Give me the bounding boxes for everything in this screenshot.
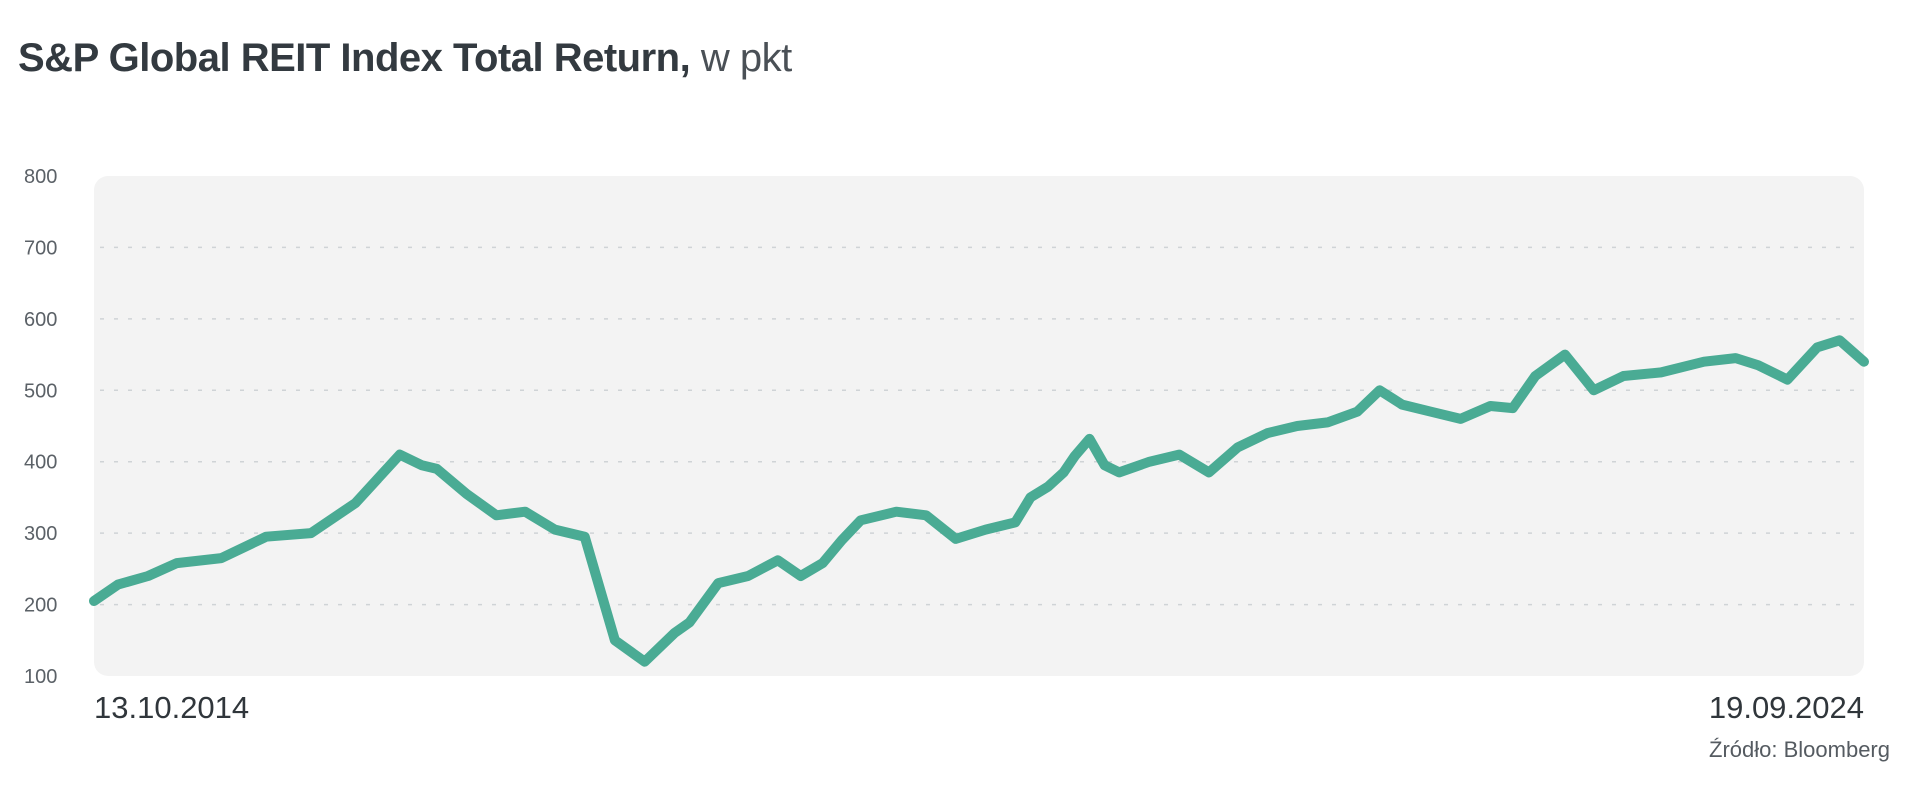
data-point-21 xyxy=(743,571,753,581)
data-point-24 xyxy=(818,558,828,568)
data-point-2 xyxy=(143,571,153,581)
data-point-19 xyxy=(685,617,694,627)
data-point-41 xyxy=(1204,467,1214,477)
data-point-0 xyxy=(89,596,99,606)
chart-title-unit: w pkt xyxy=(700,36,792,80)
data-point-46 xyxy=(1352,407,1362,417)
data-point-10 xyxy=(432,464,442,474)
chart-title-main: S&P Global REIT Index Total Return, xyxy=(18,36,691,80)
data-point-60 xyxy=(1753,360,1763,370)
data-point-53 xyxy=(1530,371,1540,381)
data-point-45 xyxy=(1323,417,1332,427)
data-point-28 xyxy=(921,510,931,520)
data-point-57 xyxy=(1656,367,1666,377)
data-point-51 xyxy=(1485,401,1495,411)
data-point-44 xyxy=(1292,421,1302,431)
y-tick-label-100: 100 xyxy=(24,666,57,688)
data-point-62 xyxy=(1812,342,1822,352)
data-point-36 xyxy=(1085,434,1094,444)
data-point-17 xyxy=(640,657,650,667)
data-point-39 xyxy=(1145,457,1154,467)
data-point-7 xyxy=(350,498,360,508)
chart-title: S&P Global REIT Index Total Return, w pk… xyxy=(18,36,792,81)
data-point-4 xyxy=(216,553,226,563)
data-point-12 xyxy=(491,510,501,520)
data-point-1 xyxy=(113,580,123,590)
data-point-16 xyxy=(610,635,620,645)
data-point-52 xyxy=(1508,403,1518,413)
data-point-64 xyxy=(1859,357,1869,367)
data-point-38 xyxy=(1114,467,1124,477)
data-point-34 xyxy=(1059,467,1069,477)
x-tick-start-date: 13.10.2014 xyxy=(94,690,249,725)
data-point-30 xyxy=(981,525,991,535)
data-point-25 xyxy=(837,535,847,545)
data-point-59 xyxy=(1731,353,1741,363)
data-point-18 xyxy=(669,628,679,638)
data-point-27 xyxy=(891,507,901,517)
data-point-22 xyxy=(773,555,783,565)
data-point-3 xyxy=(172,558,182,568)
data-point-31 xyxy=(1010,517,1020,527)
y-tick-label-500: 500 xyxy=(24,380,57,402)
data-point-35 xyxy=(1070,451,1080,461)
source-note: Źródło: Bloomberg xyxy=(1709,737,1890,762)
data-point-43 xyxy=(1263,428,1272,438)
data-point-6 xyxy=(306,528,316,538)
data-point-33 xyxy=(1043,482,1053,492)
data-point-20 xyxy=(713,578,723,588)
data-point-56 xyxy=(1619,371,1628,381)
data-point-13 xyxy=(520,507,530,517)
data-point-42 xyxy=(1233,442,1243,452)
y-tick-label-700: 700 xyxy=(24,237,57,259)
data-point-11 xyxy=(462,489,472,499)
data-point-49 xyxy=(1426,407,1436,417)
y-tick-label-200: 200 xyxy=(24,595,57,617)
y-tick-label-400: 400 xyxy=(24,452,57,474)
data-point-54 xyxy=(1560,350,1570,360)
data-point-14 xyxy=(550,525,560,535)
data-point-48 xyxy=(1397,400,1407,410)
x-tick-end-date: 19.09.2024 xyxy=(1709,690,1864,725)
data-point-9 xyxy=(417,460,427,470)
data-point-40 xyxy=(1174,450,1184,460)
y-tick-label-600: 600 xyxy=(24,309,57,331)
data-point-47 xyxy=(1375,385,1385,395)
data-point-32 xyxy=(1026,492,1035,502)
data-point-29 xyxy=(951,534,961,544)
y-tick-label-300: 300 xyxy=(24,523,57,545)
y-tick-label-800: 800 xyxy=(24,166,57,188)
data-point-55 xyxy=(1589,385,1599,395)
data-point-50 xyxy=(1456,414,1466,424)
series-points xyxy=(89,335,1869,667)
data-point-63 xyxy=(1835,335,1845,345)
data-point-5 xyxy=(261,532,271,542)
data-point-23 xyxy=(796,571,806,581)
data-point-8 xyxy=(395,450,405,460)
data-point-15 xyxy=(580,532,590,542)
data-point-26 xyxy=(856,515,866,525)
data-point-61 xyxy=(1782,375,1792,385)
data-point-37 xyxy=(1100,460,1110,470)
plot-area xyxy=(94,176,1864,676)
data-point-58 xyxy=(1699,357,1709,367)
y-axis-ticks: 100 200 300 400 500 600 700 800 xyxy=(24,166,57,688)
